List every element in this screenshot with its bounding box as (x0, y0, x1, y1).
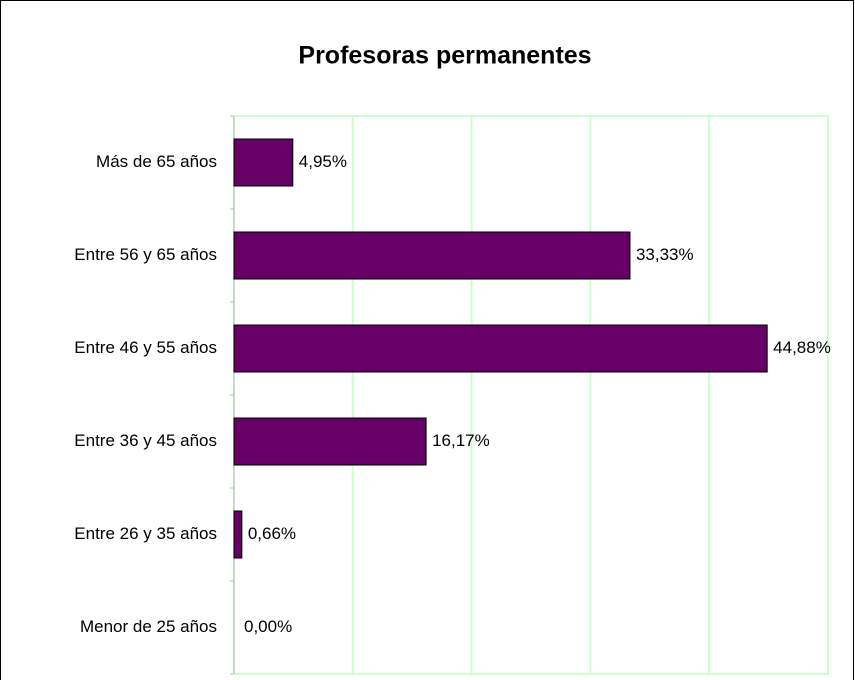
bar (233, 138, 294, 187)
y-tick-label: Más de 65 años (96, 152, 217, 171)
y-tick-label: Entre 26 y 35 años (74, 524, 217, 543)
data-label: 0,00% (244, 617, 292, 636)
y-tick-label: Entre 46 y 55 años (74, 338, 217, 357)
data-label: 44,88% (773, 338, 831, 357)
y-tick-label: Menor de 25 años (80, 617, 217, 636)
y-tick-label: Entre 36 y 45 años (74, 431, 217, 450)
bar (233, 324, 768, 373)
data-label: 16,17% (432, 431, 490, 450)
data-label: 4,95% (299, 152, 347, 171)
bar (233, 231, 631, 280)
bar (233, 510, 243, 559)
data-label: 0,66% (248, 524, 296, 543)
data-label: 33,33% (636, 245, 694, 264)
chart-title: Profesoras permanentes (298, 42, 591, 70)
bar (233, 417, 427, 466)
y-tick-label: Entre 56 y 65 años (74, 245, 217, 264)
